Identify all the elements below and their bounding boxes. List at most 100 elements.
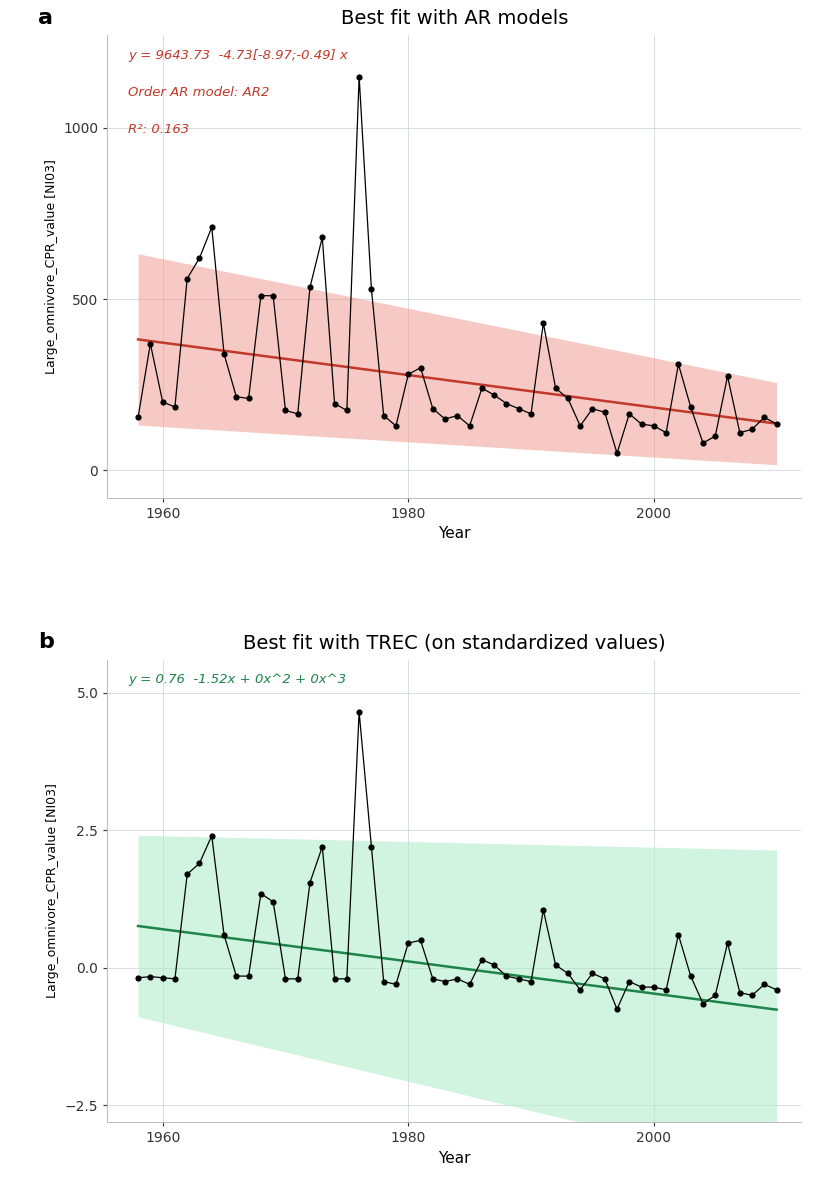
Point — [610, 999, 624, 1018]
Point — [205, 827, 218, 846]
Point — [746, 419, 759, 438]
Point — [414, 358, 427, 377]
Point — [267, 893, 280, 912]
Point — [537, 314, 550, 333]
Point — [316, 837, 329, 856]
Point — [721, 367, 734, 386]
Point — [340, 402, 354, 420]
Point — [439, 972, 452, 991]
Point — [672, 926, 685, 945]
Point — [659, 423, 672, 442]
Point — [623, 972, 636, 991]
Point — [537, 901, 550, 920]
Point — [254, 286, 268, 305]
Point — [291, 404, 304, 423]
Point — [770, 980, 783, 999]
Point — [770, 415, 783, 433]
Point — [525, 404, 538, 423]
Point — [463, 974, 477, 993]
Point — [684, 398, 697, 417]
Point — [377, 972, 391, 991]
Point — [131, 968, 145, 987]
Point — [230, 387, 243, 406]
Point — [426, 970, 439, 988]
Point — [696, 994, 710, 1013]
Point — [279, 970, 292, 988]
Point — [623, 404, 636, 423]
Point — [475, 951, 488, 970]
Point — [353, 703, 366, 722]
Point — [562, 964, 575, 983]
Point — [144, 967, 157, 986]
Point — [746, 986, 759, 1005]
Point — [451, 970, 464, 988]
Point — [230, 966, 243, 985]
Point — [303, 873, 316, 892]
Text: y = 9643.73  -4.73[-8.97;-0.49] x: y = 9643.73 -4.73[-8.97;-0.49] x — [128, 50, 348, 63]
Title: Best fit with TREC (on standardized values): Best fit with TREC (on standardized valu… — [243, 633, 666, 652]
Point — [672, 354, 685, 373]
Point — [340, 970, 354, 988]
Point — [353, 67, 366, 86]
X-axis label: Year: Year — [438, 1150, 471, 1166]
Point — [512, 399, 525, 418]
Point — [193, 854, 206, 873]
Text: R²: 0.163: R²: 0.163 — [128, 123, 189, 136]
Point — [648, 978, 661, 997]
Point — [562, 389, 575, 407]
Point — [684, 966, 697, 985]
Point — [709, 986, 722, 1005]
Point — [181, 269, 194, 288]
Point — [451, 406, 464, 425]
Text: a: a — [38, 8, 53, 27]
Point — [365, 837, 378, 856]
Point — [303, 278, 316, 296]
Point — [573, 417, 586, 436]
Point — [401, 934, 415, 953]
Point — [500, 394, 513, 413]
Point — [598, 403, 611, 422]
Point — [389, 974, 402, 993]
Point — [217, 345, 230, 364]
Point — [586, 399, 599, 418]
Point — [144, 334, 157, 353]
Point — [757, 407, 771, 426]
Point — [757, 974, 771, 993]
Text: Order AR model: AR2: Order AR model: AR2 — [128, 86, 269, 99]
Point — [242, 966, 255, 985]
Y-axis label: Large_omnivore_CPR_value [NI03]: Large_omnivore_CPR_value [NI03] — [46, 783, 59, 998]
Point — [549, 379, 563, 398]
Point — [242, 389, 255, 407]
Point — [291, 970, 304, 988]
Point — [193, 248, 206, 267]
Point — [487, 955, 501, 974]
Point — [475, 379, 488, 398]
Point — [610, 444, 624, 463]
Point — [733, 983, 747, 1001]
Point — [463, 417, 477, 436]
Text: y = 0.76  -1.52x + 0x^2 + 0x^3: y = 0.76 -1.52x + 0x^2 + 0x^3 — [128, 673, 346, 686]
Point — [659, 980, 672, 999]
Point — [709, 426, 722, 445]
Point — [573, 980, 586, 999]
Point — [500, 966, 513, 985]
X-axis label: Year: Year — [438, 527, 471, 541]
Point — [217, 926, 230, 945]
Point — [414, 931, 427, 950]
Point — [635, 978, 648, 997]
Text: b: b — [38, 632, 54, 652]
Point — [721, 934, 734, 953]
Point — [648, 417, 661, 436]
Y-axis label: Large_omnivore_CPR_value [NI03]: Large_omnivore_CPR_value [NI03] — [45, 159, 58, 374]
Title: Best fit with AR models: Best fit with AR models — [340, 9, 568, 28]
Point — [487, 385, 501, 404]
Point — [598, 970, 611, 988]
Point — [377, 406, 391, 425]
Point — [156, 392, 169, 411]
Point — [169, 398, 182, 417]
Point — [389, 417, 402, 436]
Point — [439, 410, 452, 429]
Point — [426, 399, 439, 418]
Point — [365, 280, 378, 299]
Point — [156, 968, 169, 987]
